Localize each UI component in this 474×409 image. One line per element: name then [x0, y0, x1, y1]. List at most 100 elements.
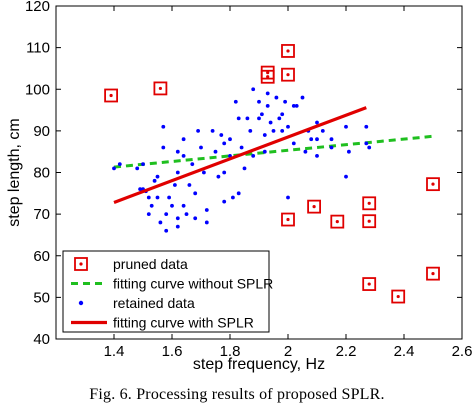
pruned-marker-square — [362, 214, 377, 229]
retained-data-point — [175, 216, 180, 221]
retained-data-point — [204, 208, 209, 212]
retained-data-point — [146, 212, 151, 217]
retained-data-point — [181, 203, 186, 208]
retained-data-point — [210, 128, 215, 133]
retained-data-point — [315, 153, 319, 158]
retained-data-point — [222, 141, 227, 146]
retained-data-point — [204, 220, 209, 225]
retained-data-point — [303, 149, 308, 154]
retained-data-point — [274, 95, 279, 100]
retained-data-point — [344, 124, 348, 129]
pruned-data-point — [281, 212, 295, 227]
retained-data-point — [173, 183, 177, 187]
retained-data-point — [262, 133, 267, 137]
pruned-data-point — [330, 214, 345, 229]
legend-box — [62, 250, 270, 333]
retained-data-point — [184, 212, 189, 217]
pruned-marker-dot — [367, 201, 371, 205]
legend-swatch-pruned — [74, 257, 88, 271]
x-tick-label: 2 — [284, 343, 292, 360]
retained-data-point — [280, 128, 285, 133]
pruned-marker-dot — [367, 282, 371, 286]
retained-data-point — [190, 162, 195, 167]
legend-entry: fitting curve with SPLR — [71, 315, 254, 331]
retained-data-point — [231, 195, 235, 200]
y-tick-label: 120 — [25, 0, 50, 15]
pruned-marker-square — [391, 289, 406, 304]
x-tick-label: 2.2 — [336, 343, 357, 360]
pruned-data-point — [362, 277, 377, 291]
legend-label: fitting curve with SPLR — [113, 315, 254, 331]
retained-data-point — [300, 95, 305, 100]
retained-data-point — [219, 133, 224, 137]
retained-data-point — [164, 228, 169, 233]
pruned-data-point — [153, 81, 168, 96]
pruned-marker-square — [104, 88, 118, 103]
plot-area — [104, 44, 440, 304]
retained-data-point — [161, 124, 166, 129]
pruned-marker-dot — [158, 86, 162, 91]
legend-label: retained data — [113, 295, 195, 311]
legend-entry: retained data — [78, 295, 195, 311]
retained-data-point — [329, 145, 334, 150]
pruned-marker-square — [426, 177, 440, 192]
retained-data-point — [315, 137, 319, 142]
retained-data-point — [260, 112, 264, 117]
retained-data-point — [164, 212, 169, 217]
legend-entry: pruned data — [74, 256, 188, 272]
pruned-marker-dot — [367, 219, 371, 223]
retained-data-point — [193, 191, 198, 196]
retained-data-point — [175, 170, 180, 175]
pruned-data-point — [281, 67, 295, 82]
y-tick-label: 70 — [33, 206, 50, 223]
legend-label: pruned data — [113, 256, 188, 272]
x-tick-label: 1.8 — [220, 343, 241, 360]
retained-data-point — [364, 124, 369, 129]
retained-data-point — [320, 128, 325, 133]
pruned-marker-dot — [286, 73, 290, 77]
legend-label: fitting curve without SPLR — [113, 276, 273, 292]
retained-data-point — [161, 145, 166, 150]
retained-data-point — [141, 162, 145, 167]
retained-data-point — [199, 145, 203, 150]
x-axis-label: step frequency, Hz — [193, 356, 325, 373]
pruned-marker-square — [281, 44, 295, 58]
retained-data-point — [170, 203, 174, 208]
retained-data-point — [216, 174, 221, 179]
retained-data-point — [175, 149, 180, 154]
pruned-marker-dot — [312, 205, 316, 209]
scatter-chart: 1.4 1.6 1.8 2 2.2 2.4 2.6 40 50 60 70 80 90 100 110 120… — [6, 0, 472, 373]
y-tick-label: 100 — [25, 81, 50, 98]
retained-data-point — [228, 137, 232, 142]
retained-data-point — [167, 195, 172, 200]
figure: 1.4 1.6 1.8 2 2.2 2.4 2.6 40 50 60 70 80 90 100 110 120… — [6, 0, 472, 373]
retained-data-point — [280, 112, 285, 117]
retained-data-point — [187, 183, 192, 187]
retained-data-point — [286, 124, 290, 129]
pruned-marker-dot — [109, 93, 113, 98]
retained-data-point — [262, 149, 267, 154]
pruned-data-point — [307, 199, 322, 214]
figure-caption: Fig. 6. Processing results of proposed S… — [89, 386, 385, 403]
axes: 1.4 1.6 1.8 2 2.2 2.4 2.6 40 50 60 70 80 90 100 110 120… — [6, 0, 472, 373]
y-tick-label: 50 — [33, 289, 50, 306]
y-tick-label: 90 — [33, 123, 50, 140]
pruned-marker-dot — [286, 217, 290, 222]
retained-data-point — [347, 149, 351, 154]
retained-data-point — [213, 149, 218, 154]
pruned-data-point — [391, 289, 406, 304]
retained-data-point — [175, 224, 180, 229]
retained-data-point — [251, 87, 256, 92]
retained-data-point — [233, 99, 238, 104]
pruned-marker-square — [362, 196, 377, 211]
pruned-data-point — [104, 88, 118, 103]
pruned-marker-square — [362, 277, 377, 291]
pruned-data-point — [362, 214, 377, 229]
y-tick-label: 80 — [33, 165, 50, 182]
pruned-marker-dot — [431, 272, 435, 276]
retained-data-point — [138, 187, 143, 192]
retained-data-point — [265, 104, 270, 108]
retained-data-point — [329, 137, 334, 142]
retained-data-point — [149, 203, 154, 208]
retained-data-point — [286, 195, 290, 200]
